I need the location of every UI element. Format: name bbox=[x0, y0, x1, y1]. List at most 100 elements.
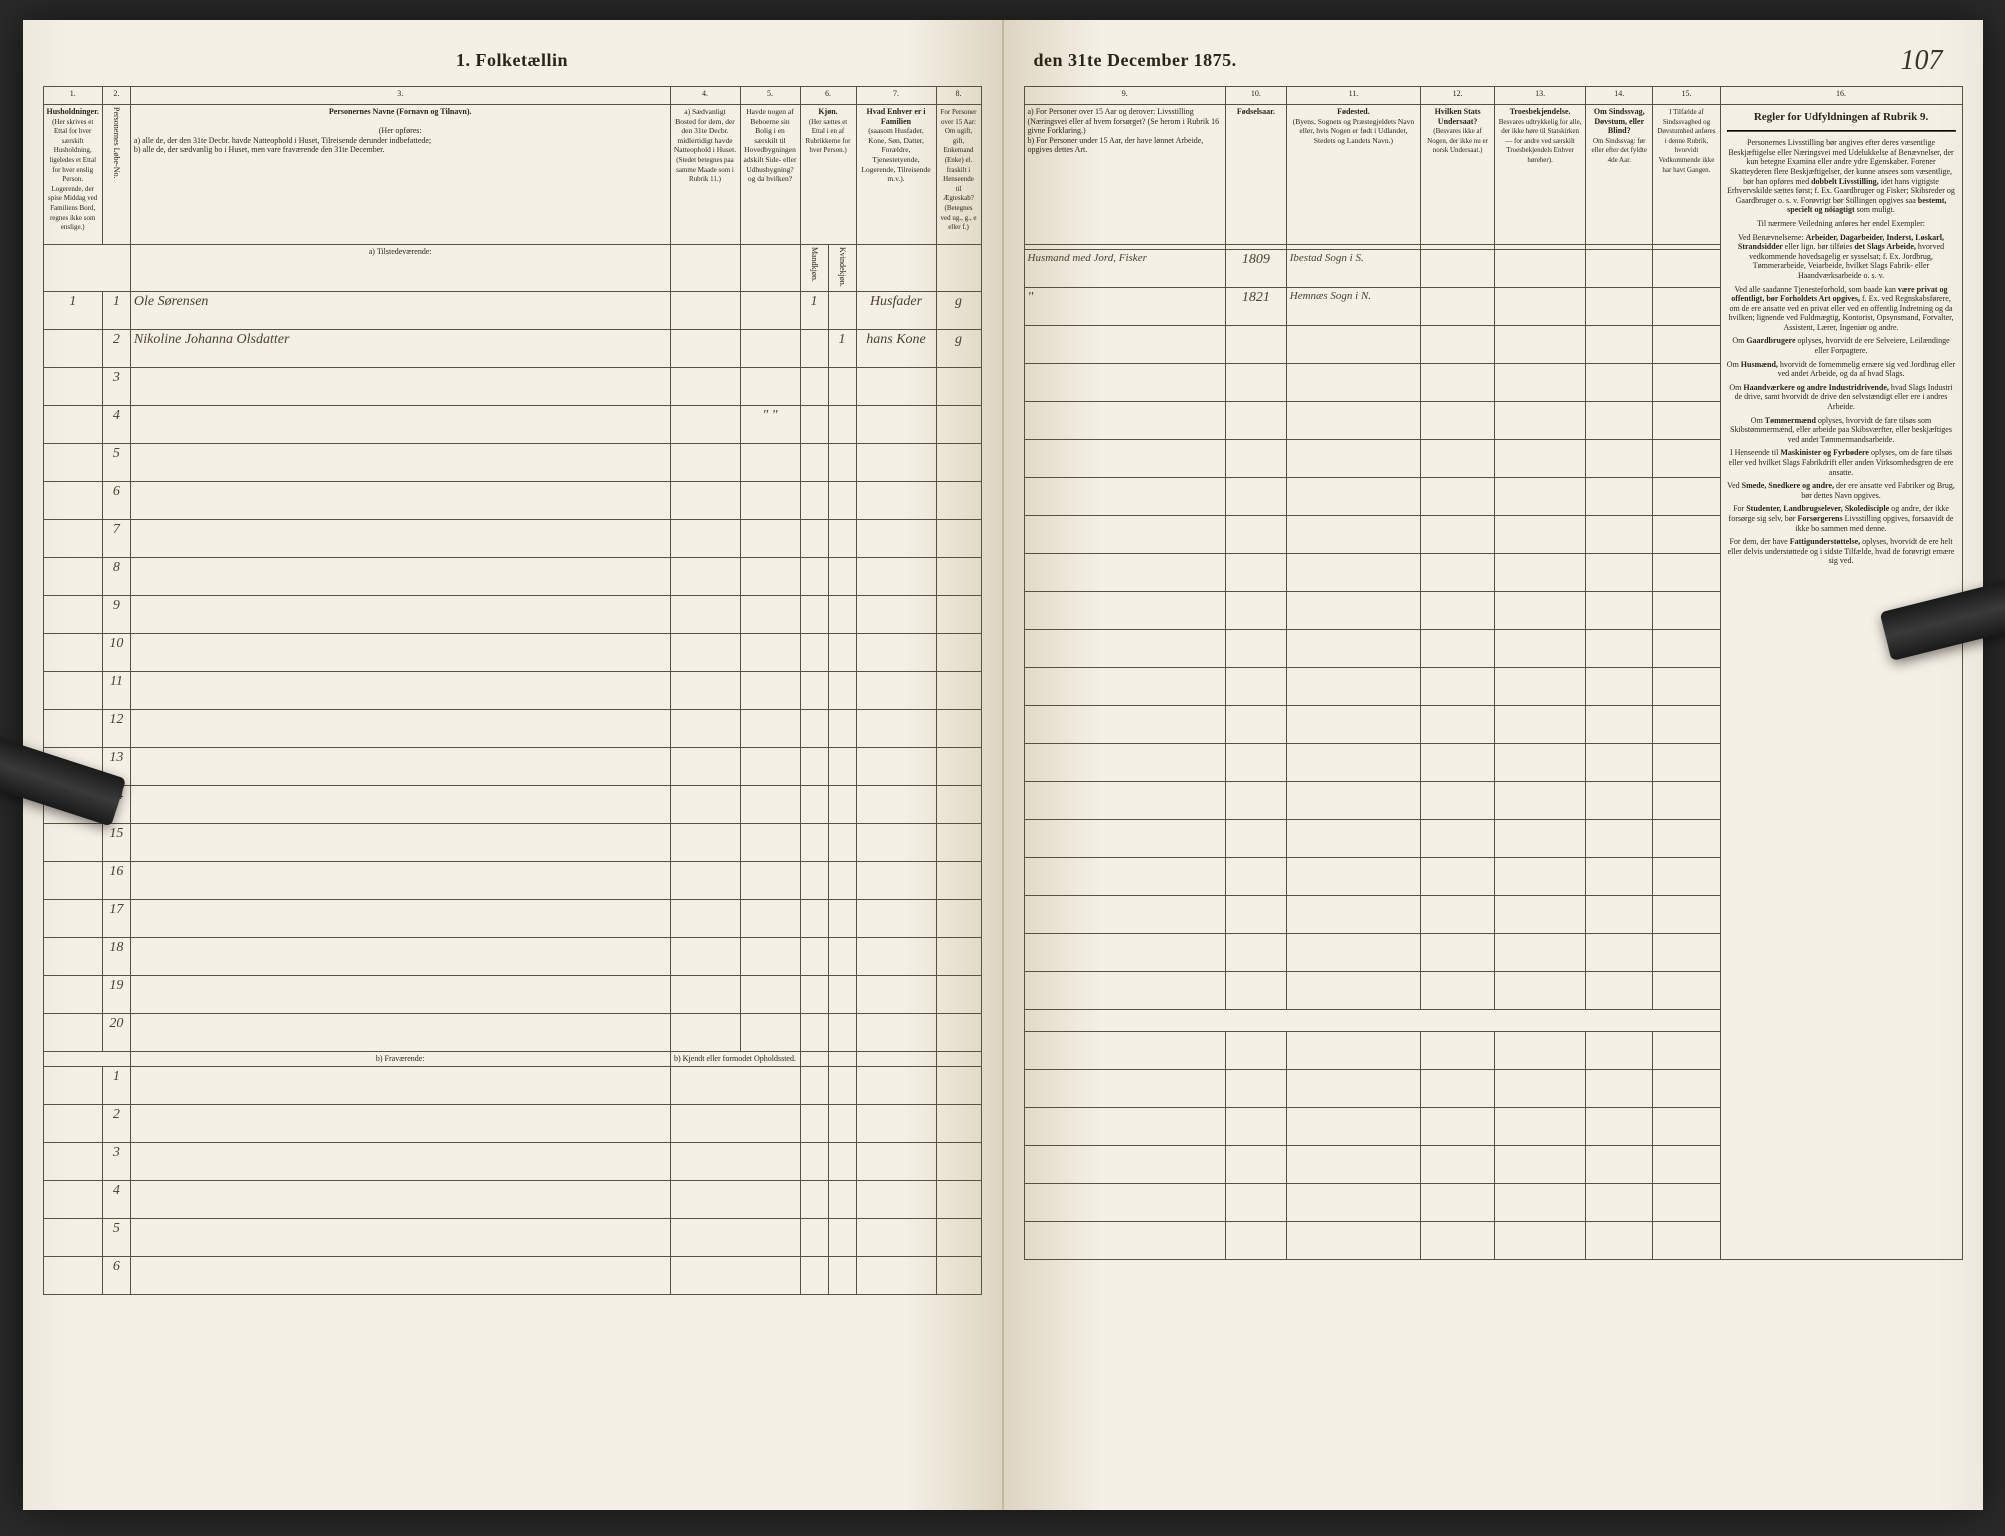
table-row: 2 Nikoline Johanna Olsdatter 1 hans Kone… bbox=[43, 330, 981, 368]
h6-k: Kvindekjøn. bbox=[837, 247, 847, 287]
right-page: 107 den 31te December 1875. 9. 10. 11. 1… bbox=[1004, 20, 1983, 1510]
header-subject: Hvilken Stats Undersaat? (Besvares ikke … bbox=[1421, 105, 1495, 245]
header-names: Personernes Navne (Fornavn og Tilnavn). … bbox=[130, 105, 670, 245]
h3-b: b) alle de, der sædvanlig bo i Huset, me… bbox=[134, 145, 667, 155]
cell-num: 1 bbox=[102, 1066, 130, 1104]
cell-num: 5 bbox=[102, 444, 130, 482]
h10-text: Fødselsaar. bbox=[1237, 107, 1275, 116]
header-person-no: Personernes Løbe-No. bbox=[102, 105, 130, 245]
col-11: 11. bbox=[1286, 87, 1420, 105]
rules-paragraph: I Henseende til Maskinister og Fyrbødere… bbox=[1727, 448, 1956, 477]
col-12: 12. bbox=[1421, 87, 1495, 105]
header-disability: Om Sindssvag, Døvstum, eller Blind? Om S… bbox=[1586, 105, 1653, 245]
h7-sub: (saasom Husfader, Kone, Søn, Datter, For… bbox=[861, 126, 930, 183]
h11-sub: (Byens, Sognets og Præstegjeldets Navn e… bbox=[1293, 117, 1414, 145]
rules-paragraph: Ved alle saadanne Tjenesteforhold, som b… bbox=[1727, 285, 1956, 333]
cell-num: 19 bbox=[102, 976, 130, 1014]
header-family: Hvad Enhver er i Familien (saasom Husfad… bbox=[856, 105, 936, 245]
header-households: Husholdninger. (Her skrives et Ettal for… bbox=[43, 105, 102, 245]
rules-paragraph: Til nærmere Veiledning anføres her endel… bbox=[1727, 219, 1956, 229]
h6-title: Kjøn. bbox=[818, 107, 837, 116]
cell-marital: g bbox=[936, 292, 981, 330]
cell-name: Nikoline Johanna Olsdatter bbox=[130, 330, 670, 368]
cell-family: Husfader bbox=[856, 292, 936, 330]
h3-a: a) alle de, der den 31te Decbr. havde Na… bbox=[134, 136, 667, 146]
cell-birthplace: Ibestad Sogn i S. bbox=[1286, 250, 1420, 288]
h12-title: Hvilken Stats Undersaat? bbox=[1435, 107, 1481, 126]
cell-num: 10 bbox=[102, 634, 130, 672]
col-9: 9. bbox=[1024, 87, 1226, 105]
title-right: den 31te December 1875. bbox=[1024, 50, 1963, 71]
h1-sub: (Her skrives et Ettal for hver særskilt … bbox=[49, 118, 96, 184]
header-birthyear: Fødselsaar. bbox=[1226, 105, 1287, 245]
cell-year: 1821 bbox=[1226, 288, 1287, 326]
page-number: 107 bbox=[1901, 45, 1943, 77]
col-13: 13. bbox=[1495, 87, 1586, 105]
rules-paragraph: For Studenter, Landbrugselever, Skoledis… bbox=[1727, 504, 1956, 533]
cell-occupation: Husmand med Jord, Fisker bbox=[1024, 250, 1226, 288]
cell-num: 9 bbox=[102, 596, 130, 634]
col-4: 4. bbox=[670, 87, 740, 105]
cell-year: 1809 bbox=[1226, 250, 1287, 288]
cell-num: 8 bbox=[102, 558, 130, 596]
header-sex: Kjøn. (Her sættes et Ettal i en af Rubri… bbox=[800, 105, 856, 245]
header-building: Havde nogen af Beboerne sin Bolig i en s… bbox=[740, 105, 800, 245]
cell-num: 15 bbox=[102, 824, 130, 862]
cell-num: 12 bbox=[102, 710, 130, 748]
rules-column: Regler for Udfyldningen af Rubrik 9. Per… bbox=[1720, 105, 1962, 1260]
h6-sub: (Her sættes et Ettal i en af Rubrikkerne… bbox=[806, 118, 851, 155]
absent-col4: b) Kjendt eller formodet Opholdssted. bbox=[670, 1052, 800, 1067]
cell-num: 18 bbox=[102, 938, 130, 976]
h13-sub: Besvares udtrykkelig for alle, der ikke … bbox=[1499, 118, 1582, 164]
cell-num: 5 bbox=[102, 1218, 130, 1256]
rules-paragraph: Personernes Livsstilling bør angives eft… bbox=[1727, 138, 1956, 215]
cell-num: 4 bbox=[102, 406, 130, 444]
cell-num: 4 bbox=[102, 1180, 130, 1218]
rules-paragraph: Ved Benævnelserne: Arbeider, Dagarbeider… bbox=[1727, 233, 1956, 281]
cell-num: 20 bbox=[102, 1014, 130, 1052]
header-marital: For Personer over 15 Aar: Om ugift, gift… bbox=[936, 105, 981, 245]
h7-title: Hvad Enhver er i Familien bbox=[866, 107, 925, 126]
cell-occupation: " bbox=[1024, 288, 1226, 326]
cell-marital: g bbox=[936, 330, 981, 368]
col-2: 2. bbox=[102, 87, 130, 105]
h3-title: Personernes Navne (Fornavn og Tilnavn). bbox=[329, 107, 472, 116]
cell-num: 2 bbox=[102, 1104, 130, 1142]
h3-sub: (Her opføres: bbox=[379, 126, 422, 135]
cell-num: 1 bbox=[102, 292, 130, 330]
rules-paragraph: Om Haandværkere og andre Industridrivend… bbox=[1727, 383, 1956, 412]
header-residence: a) Sædvanligt Bosted for dem, der den 31… bbox=[670, 105, 740, 245]
h11-title: Fødested. bbox=[1337, 107, 1370, 116]
cell-sex-m: 1 bbox=[800, 292, 828, 330]
rules-paragraph: Ved Smede, Snedkere og andre, der ere an… bbox=[1727, 481, 1956, 500]
cell-num: 2 bbox=[102, 330, 130, 368]
present-label: a) Tilstedeværende: bbox=[130, 245, 670, 292]
col-7: 7. bbox=[856, 87, 936, 105]
h4-text: a) Sædvanligt Bosted for dem, der den 31… bbox=[674, 107, 736, 154]
col-5: 5. bbox=[740, 87, 800, 105]
header-occupation: a) For Personer over 15 Aar og derover: … bbox=[1024, 105, 1226, 245]
cell-num: 16 bbox=[102, 862, 130, 900]
cell-birthplace: Hemnæs Sogn i N. bbox=[1286, 288, 1420, 326]
cell-sex-k: 1 bbox=[828, 330, 856, 368]
col-6: 6. bbox=[800, 87, 856, 105]
h5-text: Havde nogen af Beboerne sin Bolig i en s… bbox=[744, 107, 797, 183]
cell-num: 3 bbox=[102, 368, 130, 406]
h14-sub: Om Sindssvag: før eller efter det fyldte… bbox=[1592, 137, 1647, 164]
rules-paragraph: Om Gaardbrugere oplyses, hvorvidt de ere… bbox=[1727, 336, 1956, 355]
h6-m: Mandkjøn. bbox=[809, 247, 819, 282]
h9-a: a) For Personer over 15 Aar og derover: … bbox=[1028, 107, 1223, 136]
cell-num: 7 bbox=[102, 520, 130, 558]
absent-label: b) Fraværende: bbox=[130, 1052, 670, 1067]
h16-title: Regler for Udfyldningen af Rubrik 9. bbox=[1727, 111, 1956, 124]
h15-text: I Tilfælde af Sindssvaghed og Døvstumhed… bbox=[1657, 108, 1715, 174]
cell-num: 3 bbox=[102, 1142, 130, 1180]
h13-title: Troesbekjendelse. bbox=[1510, 107, 1571, 116]
header-faith: Troesbekjendelse. Besvares udtrykkelig f… bbox=[1495, 105, 1586, 245]
census-book: 1. Folketællin 1. 2. 3. 4. 5. 6. 7. 8. H… bbox=[23, 20, 1983, 1510]
rules-paragraph: For dem, der have Fattigunderstøttelse, … bbox=[1727, 537, 1956, 566]
h12-sub: (Besvares ikke af Nogen, der ikke nu er … bbox=[1427, 127, 1488, 154]
col-10: 10. bbox=[1226, 87, 1287, 105]
h1-note: Logerende, der spise Middag ved Familien… bbox=[48, 185, 97, 231]
table-row: 1 1 Ole Sørensen 1 Husfader g bbox=[43, 292, 981, 330]
